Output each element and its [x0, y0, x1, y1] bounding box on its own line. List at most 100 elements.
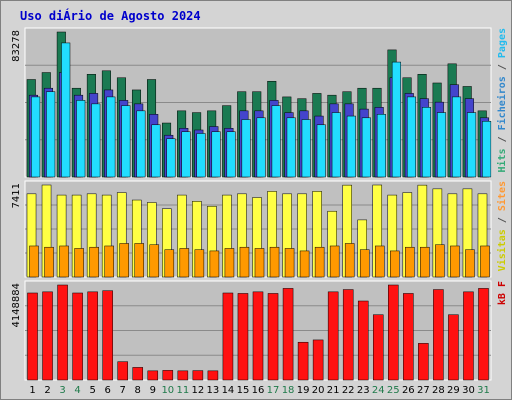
bar-pages	[391, 61, 401, 178]
bar-pages	[286, 117, 296, 178]
bar-pages	[196, 133, 206, 178]
legend-hits: Hits / Ficheiros / Pages	[496, 28, 508, 173]
x-tick-label: 23	[357, 385, 370, 396]
bar-sites	[239, 246, 250, 278]
x-tick-label: 18	[282, 385, 295, 396]
bar-kb-f	[403, 293, 414, 381]
x-tick-label: 10	[161, 385, 174, 396]
bar-kb-f	[297, 341, 309, 381]
bar-kb-f	[433, 289, 444, 381]
bar-sites	[374, 245, 385, 278]
x-tick-label: 30	[462, 385, 475, 396]
legend-entry: /	[497, 130, 508, 148]
bar-kb-f	[147, 370, 159, 381]
x-tick-label: 5	[89, 385, 95, 396]
bar-sites	[59, 245, 69, 278]
x-tick-label: 17	[267, 385, 280, 396]
bar-sites	[209, 250, 220, 278]
x-tick-label: 12	[192, 385, 205, 396]
bar-kb-f	[222, 292, 234, 381]
bar-kb-f	[448, 314, 459, 381]
bar-kb-f	[312, 339, 324, 381]
bar-kb-f	[388, 284, 399, 381]
bar-kb-f	[102, 290, 113, 381]
bar-kb-f	[162, 370, 174, 381]
y-max-label-kbf: 4148884	[11, 283, 22, 328]
bar-pages	[437, 112, 447, 178]
bar-kb-f	[327, 291, 339, 381]
bar-kb-f	[87, 291, 98, 381]
bar-kb-f	[207, 370, 219, 381]
bar-pages	[121, 105, 131, 178]
bar-pages	[181, 131, 191, 178]
bar-pages	[256, 117, 266, 178]
x-tick-label: 26	[402, 385, 415, 396]
x-tick-label: 19	[297, 385, 310, 396]
x-tick-label: 14	[222, 385, 235, 396]
bar-sites	[194, 249, 205, 278]
x-tick-label: 4	[74, 385, 80, 396]
bar-pages	[166, 138, 176, 178]
bar-pages	[106, 96, 116, 178]
bar-kb-f	[418, 343, 429, 381]
legend-entry: kB F	[497, 281, 508, 305]
bar-pages	[151, 124, 161, 178]
x-tick-label: 20	[312, 385, 325, 396]
bar-kb-f	[177, 370, 189, 381]
panel-kbf: 4148884 kB F	[11, 280, 508, 381]
bar-sites	[254, 248, 265, 278]
x-tick-label: 8	[135, 385, 141, 396]
bar-sites	[74, 248, 84, 278]
bar-kb-f	[463, 291, 474, 381]
legend-entry: Hits	[496, 148, 508, 172]
x-tick-label: 31	[477, 385, 490, 396]
bar-pages	[376, 114, 386, 178]
bar-sites	[164, 249, 175, 278]
panel-hits: 83278 Hits / Ficheiros / Pages	[11, 27, 508, 178]
bar-sites	[299, 250, 310, 278]
legend-entry: Visitas	[496, 229, 508, 271]
x-tick-label: 1	[29, 385, 35, 396]
x-tick-label: 24	[372, 385, 385, 396]
bar-sites	[179, 248, 190, 278]
bar-pages	[316, 124, 326, 178]
bar-kb-f	[478, 288, 489, 381]
bar-sites	[224, 248, 235, 278]
bar-pages	[31, 96, 41, 178]
x-tick-label: 27	[417, 385, 430, 396]
y-max-label-hits: 83278	[11, 30, 22, 62]
x-tick-label: 21	[327, 385, 340, 396]
bar-sites	[104, 245, 114, 278]
x-tick-label: 22	[342, 385, 355, 396]
bar-kb-f	[72, 292, 83, 381]
bar-kb-f	[117, 361, 128, 381]
bar-sites	[420, 246, 430, 278]
bar-kb-f	[132, 367, 144, 381]
bar-sites	[359, 249, 370, 278]
bar-kb-f	[192, 370, 204, 381]
legend-entry: /	[497, 58, 508, 76]
bar-sites	[405, 246, 415, 278]
bar-pages	[421, 107, 432, 178]
bar-pages	[467, 112, 477, 178]
x-tick-label: 25	[387, 385, 400, 396]
x-tick-label: 15	[237, 385, 250, 396]
bar-pages	[452, 96, 462, 178]
bar-pages	[136, 110, 146, 178]
bar-pages	[482, 121, 492, 178]
bar-kb-f	[342, 289, 354, 381]
bar-pages	[301, 119, 311, 178]
bar-sites	[134, 243, 145, 278]
bar-sites	[390, 250, 400, 278]
x-tick-label: 6	[104, 385, 110, 396]
bar-kb-f	[252, 291, 264, 381]
bar-pages	[241, 119, 251, 178]
x-tick-label: 13	[207, 385, 220, 396]
bar-sites	[344, 243, 355, 278]
x-tick-label: 29	[447, 385, 460, 396]
x-tick-label: 16	[252, 385, 265, 396]
x-tick-label: 9	[150, 385, 156, 396]
bar-pages	[226, 131, 236, 178]
bar-pages	[61, 42, 71, 178]
